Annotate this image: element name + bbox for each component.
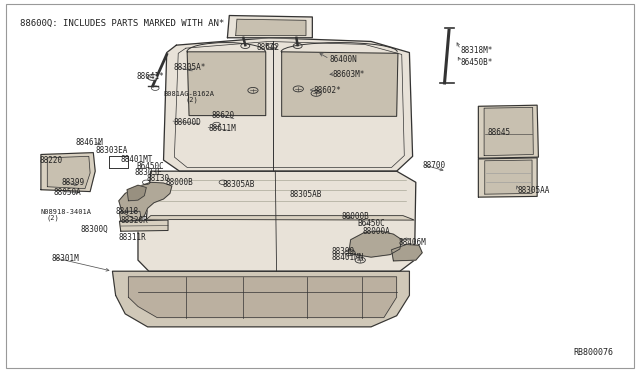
Circle shape — [148, 74, 158, 80]
Text: 86400N: 86400N — [330, 55, 357, 64]
Text: 88305AB: 88305AB — [290, 190, 323, 199]
Text: B081AG-B162A: B081AG-B162A — [164, 91, 214, 97]
Polygon shape — [484, 160, 532, 194]
Text: 88320R: 88320R — [121, 216, 148, 225]
Text: 88303E: 88303E — [135, 168, 163, 177]
Text: 88645: 88645 — [487, 128, 510, 137]
Text: 88401MT: 88401MT — [121, 155, 153, 164]
Polygon shape — [113, 271, 410, 327]
Text: 88620: 88620 — [211, 111, 235, 120]
Polygon shape — [484, 108, 533, 155]
Text: 88305A*: 88305A* — [173, 63, 205, 72]
Polygon shape — [109, 156, 129, 168]
Text: (2): (2) — [47, 214, 60, 221]
Polygon shape — [129, 277, 397, 318]
Polygon shape — [478, 105, 538, 158]
Text: 88000B: 88000B — [166, 178, 193, 187]
Text: 88305AA: 88305AA — [518, 186, 550, 195]
Text: 88641*: 88641* — [136, 72, 164, 81]
Text: 86450B*: 86450B* — [461, 58, 493, 67]
Polygon shape — [120, 220, 168, 231]
Text: 88000A: 88000A — [363, 227, 390, 236]
Polygon shape — [478, 158, 537, 197]
Text: 88220: 88220 — [39, 156, 62, 165]
Text: B6450C: B6450C — [357, 219, 385, 228]
Text: 88303EA: 88303EA — [95, 146, 127, 155]
Text: B6450C: B6450C — [137, 162, 164, 171]
Text: 88318M*: 88318M* — [461, 46, 493, 55]
Text: 88301M: 88301M — [52, 254, 79, 263]
Text: 88700: 88700 — [422, 161, 445, 170]
Text: 88600D: 88600D — [173, 118, 201, 127]
Text: 88401MN: 88401MN — [332, 253, 364, 262]
Text: (2): (2) — [186, 96, 198, 103]
Text: 88399: 88399 — [61, 178, 84, 187]
Text: RB800076: RB800076 — [574, 348, 614, 357]
Polygon shape — [282, 52, 398, 116]
Text: 88000B: 88000B — [341, 212, 369, 221]
Polygon shape — [227, 16, 312, 38]
Polygon shape — [47, 156, 90, 189]
Text: 88611M: 88611M — [208, 124, 236, 133]
Text: 88050A: 88050A — [54, 188, 81, 197]
Polygon shape — [236, 19, 306, 36]
Polygon shape — [164, 38, 413, 171]
Text: 88461M: 88461M — [76, 138, 103, 147]
Polygon shape — [392, 244, 422, 261]
Polygon shape — [138, 171, 416, 271]
Text: 88130: 88130 — [147, 174, 170, 183]
Polygon shape — [127, 185, 147, 201]
Polygon shape — [119, 182, 172, 220]
Text: 88300Q: 88300Q — [81, 224, 108, 234]
Text: 88602*: 88602* — [314, 86, 341, 95]
Polygon shape — [187, 52, 266, 116]
Text: 88406M: 88406M — [399, 238, 426, 247]
Text: 88642: 88642 — [256, 42, 279, 51]
Text: 88305AB: 88305AB — [223, 180, 255, 189]
Polygon shape — [349, 231, 402, 257]
Text: 88600Q: INCLUDES PARTS MARKED WITH AN*: 88600Q: INCLUDES PARTS MARKED WITH AN* — [20, 19, 224, 28]
Polygon shape — [147, 216, 415, 220]
Text: 88399: 88399 — [332, 247, 355, 256]
Text: N08918-3401A: N08918-3401A — [41, 209, 92, 215]
Text: 88311R: 88311R — [119, 232, 147, 242]
Polygon shape — [41, 153, 95, 192]
Text: 88603M*: 88603M* — [333, 70, 365, 79]
Text: 88418: 88418 — [116, 207, 139, 216]
Polygon shape — [120, 211, 141, 221]
